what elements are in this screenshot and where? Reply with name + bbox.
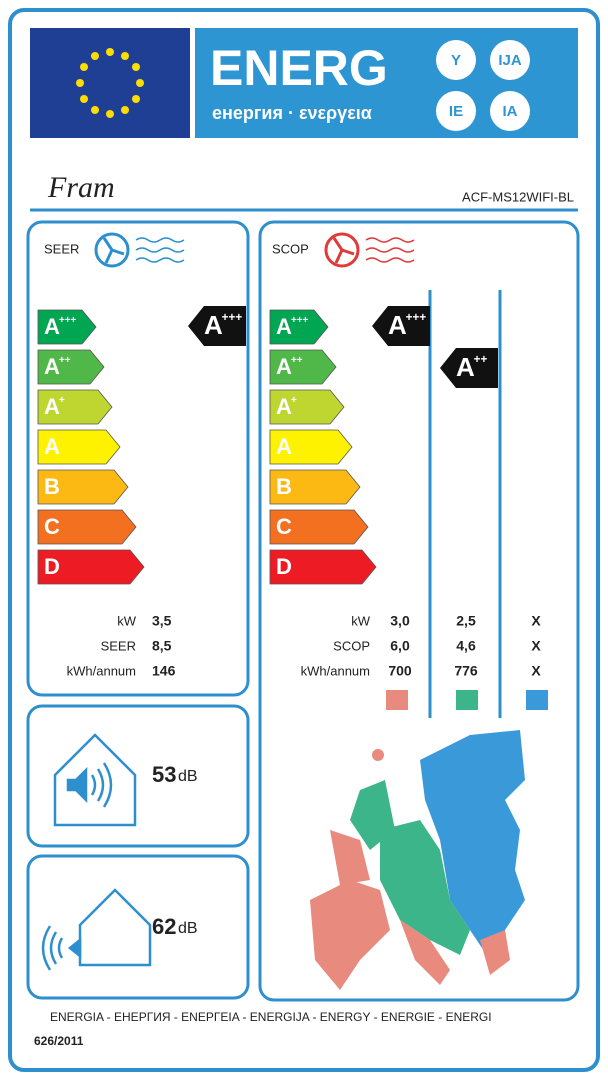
zone-warm	[386, 690, 408, 710]
row-value: 8,5	[152, 638, 172, 654]
class-sup: +++	[291, 315, 309, 326]
class-sup: +	[291, 395, 297, 406]
row-label: kW	[351, 613, 371, 628]
header-title: ENERG	[210, 40, 388, 96]
class-letter: A	[276, 314, 292, 339]
class-arrow	[269, 549, 377, 585]
row-label: SCOP	[333, 638, 370, 653]
zone-cold	[526, 690, 548, 710]
class-letter: A	[44, 434, 60, 459]
class-arrow	[37, 549, 145, 585]
noise-unit: dB	[178, 920, 198, 937]
class-arrow	[37, 469, 129, 505]
row-label: SEER	[101, 638, 136, 653]
class-arrow	[37, 309, 97, 345]
suffix: IE	[449, 103, 463, 120]
class-arrow	[269, 509, 369, 545]
class-letter: B	[276, 474, 292, 499]
outer-border	[8, 8, 600, 1072]
noise-indoor-panel	[26, 704, 250, 848]
speaker-indoor-icon	[53, 733, 137, 827]
class-letter: A	[388, 310, 407, 340]
class-arrow	[269, 429, 353, 465]
footer-regulation: 626/2011	[34, 1034, 84, 1048]
suffix: IA	[503, 103, 518, 120]
class-arrow	[269, 309, 329, 345]
class-sup: ++	[291, 355, 303, 366]
row-value: X	[531, 613, 541, 629]
class-letter: C	[276, 514, 292, 539]
class-arrow	[37, 509, 137, 545]
footer-languages: ENERGIA - ЕНЕРГИЯ - ΕΝΕΡΓΕΙΑ - ENERGIJA …	[50, 1010, 492, 1024]
scop-panel	[258, 220, 580, 1002]
row-value: X	[531, 638, 541, 654]
row-label: kW	[117, 613, 137, 628]
rating-pointer	[372, 306, 430, 346]
class-letter: D	[44, 554, 60, 579]
row-value: 2,5	[456, 613, 476, 629]
row-label: kWh/annum	[301, 663, 370, 678]
row-value: 700	[388, 663, 412, 679]
class-arrow	[269, 389, 345, 425]
class-letter: A	[276, 394, 292, 419]
eu-stars	[76, 48, 144, 118]
row-value: 146	[152, 663, 176, 679]
class-letter: A	[276, 354, 292, 379]
suffix: IJA	[498, 52, 522, 69]
header-subtitle: енергия · ενεργεια	[212, 103, 372, 123]
row-value: 776	[454, 663, 478, 679]
class-sup: +++	[406, 311, 427, 324]
class-sup: ++	[59, 355, 71, 366]
class-sup: ++	[474, 353, 488, 366]
row-value: 3,0	[390, 613, 410, 629]
rating-pointer	[440, 348, 498, 388]
class-arrow	[37, 429, 121, 465]
heat-fan-icon	[324, 232, 415, 268]
class-letter: A	[44, 314, 60, 339]
row-value: 3,5	[152, 613, 172, 629]
zone-average	[456, 690, 478, 710]
eu-flag	[30, 28, 190, 138]
seer-panel	[26, 220, 250, 697]
class-arrow	[37, 349, 105, 385]
rating-pointer	[188, 306, 246, 346]
suffix-bubble	[436, 40, 476, 80]
class-sup: +++	[59, 315, 77, 326]
class-sup: +	[59, 395, 65, 406]
suffix-bubble	[490, 40, 530, 80]
class-letter: A	[456, 352, 475, 382]
row-value: 4,6	[456, 638, 476, 654]
class-letter: B	[44, 474, 60, 499]
noise-value: 62	[152, 914, 176, 939]
noise-value: 53	[152, 762, 176, 787]
class-letter: A	[44, 354, 60, 379]
class-letter: A	[204, 310, 223, 340]
class-letter: A	[276, 434, 292, 459]
suffix: Y	[451, 52, 461, 69]
row-label: kWh/annum	[67, 663, 136, 678]
noise-outdoor-panel	[26, 854, 250, 1000]
class-arrow	[269, 469, 361, 505]
suffix-bubble	[436, 91, 476, 131]
class-sup: +++	[222, 311, 243, 324]
class-arrow	[269, 349, 337, 385]
model: ACF-MS12WIFI-BL	[462, 189, 574, 204]
class-letter: C	[44, 514, 60, 539]
seer-label: SEER	[44, 241, 79, 256]
class-letter: D	[276, 554, 292, 579]
speaker-outdoor-icon	[41, 888, 152, 971]
brand-logo: Fram	[47, 171, 115, 204]
noise-unit: dB	[178, 768, 198, 785]
europe-map	[310, 730, 525, 990]
class-arrow	[37, 389, 113, 425]
row-value: 6,0	[390, 638, 410, 654]
suffix-bubble	[490, 91, 530, 131]
row-value: X	[531, 663, 541, 679]
cool-fan-icon	[94, 232, 185, 268]
scop-label: SCOP	[272, 241, 309, 256]
class-letter: A	[44, 394, 60, 419]
